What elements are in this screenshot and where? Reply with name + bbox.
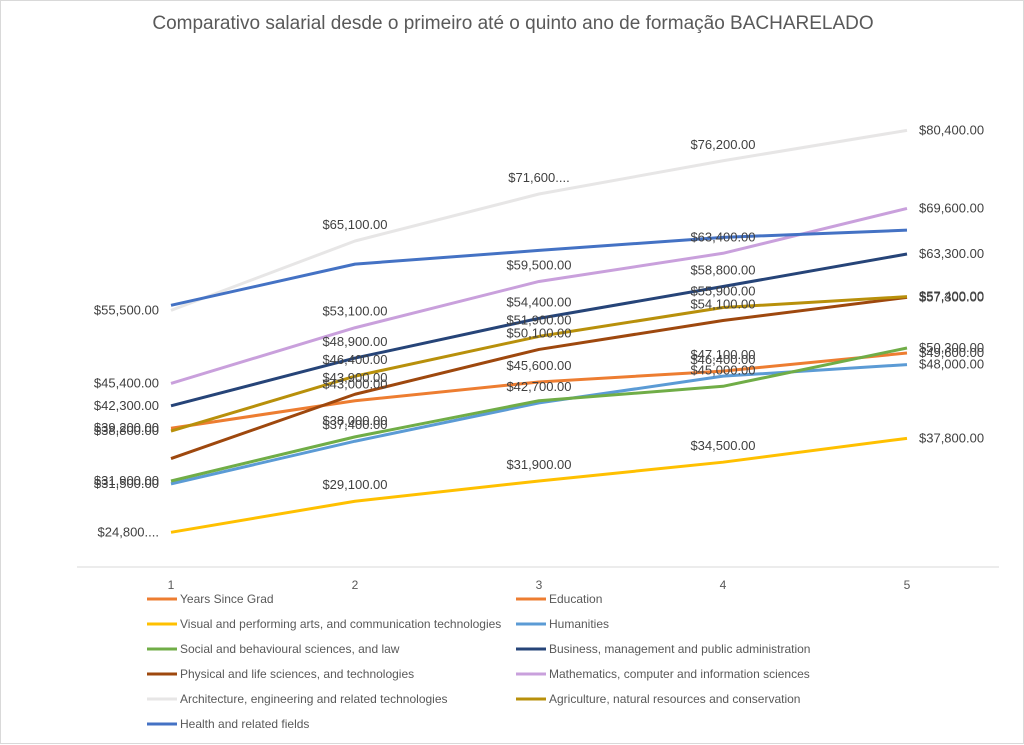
x-tick-label: 4	[720, 578, 727, 592]
series-line-9	[170, 295, 908, 433]
data-label: $50,100.00	[506, 325, 571, 340]
legend-entry: Physical and life sciences, and technolo…	[180, 667, 414, 681]
data-label: $24,800....	[98, 524, 159, 539]
data-label: $42,300.00	[94, 398, 159, 413]
data-label: $45,600.00	[506, 358, 571, 373]
data-label: $46,400.00	[690, 352, 755, 367]
data-label: $37,800.00	[919, 430, 984, 445]
legend-entry: Education	[549, 592, 602, 606]
chart-title: Comparativo salarial desde o primeiro at…	[152, 13, 874, 34]
data-label: $34,500.00	[690, 438, 755, 453]
series-line-7	[170, 207, 908, 385]
data-label: $37,400.00	[322, 417, 387, 432]
legend-entry: Visual and performing arts, and communic…	[180, 617, 501, 631]
data-label: $55,900.00	[690, 283, 755, 298]
data-label: $31,900.00	[94, 473, 159, 488]
data-label: $46,400.00	[322, 352, 387, 367]
data-label: $80,400.00	[919, 122, 984, 137]
data-label: $42,700.00	[506, 379, 571, 394]
series-line-6	[170, 295, 908, 460]
legend-entry: Architecture, engineering and related te…	[180, 692, 448, 706]
data-label: $39,200.00	[94, 420, 159, 435]
data-label: $57,400.00	[919, 289, 984, 304]
legend-entry: Health and related fields	[180, 717, 309, 731]
data-label: $58,800.00	[690, 263, 755, 278]
data-label: $49,600.00	[919, 345, 984, 360]
series-line-1	[170, 351, 908, 430]
data-label: $45,400.00	[94, 375, 159, 390]
x-tick-label: 1	[168, 578, 175, 592]
data-label: $53,100.00	[322, 304, 387, 319]
data-label: $55,500.00	[94, 302, 159, 317]
data-label: $57,300.00	[919, 289, 984, 304]
x-tick-label: 5	[904, 578, 911, 592]
data-label: $63,400.00	[690, 229, 755, 244]
data-label: $43,900.00	[322, 370, 387, 385]
legend-entry: Agriculture, natural resources and conse…	[549, 692, 800, 706]
series-line-8	[170, 128, 908, 312]
data-label: $31,500.00	[94, 476, 159, 491]
data-label: $47,100.00	[690, 347, 755, 362]
data-label: $65,100.00	[322, 217, 387, 232]
data-label: $71,600....	[508, 170, 569, 185]
data-label: $54,400.00	[506, 294, 571, 309]
data-label: $76,200.00	[690, 137, 755, 152]
legend-entry: Mathematics, computer and information sc…	[549, 667, 810, 681]
data-label: $54,100.00	[690, 297, 755, 312]
legend-entry: Business, management and public administ…	[549, 642, 810, 656]
data-label: $48,000.00	[919, 357, 984, 372]
series-line-4	[170, 346, 908, 483]
data-label: $69,600.00	[919, 200, 984, 215]
data-label: $50,300.00	[919, 340, 984, 355]
data-label: $51,900.00	[506, 312, 571, 327]
data-label: $45,000.00	[690, 362, 755, 377]
x-tick-label: 3	[536, 578, 543, 592]
data-label: $38,000.00	[322, 413, 387, 428]
data-label: $48,900.00	[322, 334, 387, 349]
legend-entry: Humanities	[549, 617, 609, 631]
data-label: $38,800.00	[94, 423, 159, 438]
series-line-2	[170, 436, 908, 534]
data-label: $31,900.00	[506, 457, 571, 472]
series-line-5	[170, 252, 908, 408]
x-tick-label: 2	[352, 578, 359, 592]
data-label: $43,000.00	[322, 377, 387, 392]
data-label: $29,100.00	[322, 477, 387, 492]
data-label: $59,500.00	[506, 257, 571, 272]
series-line-10	[170, 228, 908, 307]
data-label: $63,300.00	[919, 246, 984, 261]
legend-entry: Social and behavioural sciences, and law	[180, 642, 400, 656]
legend-entry: Years Since Grad	[180, 592, 274, 606]
